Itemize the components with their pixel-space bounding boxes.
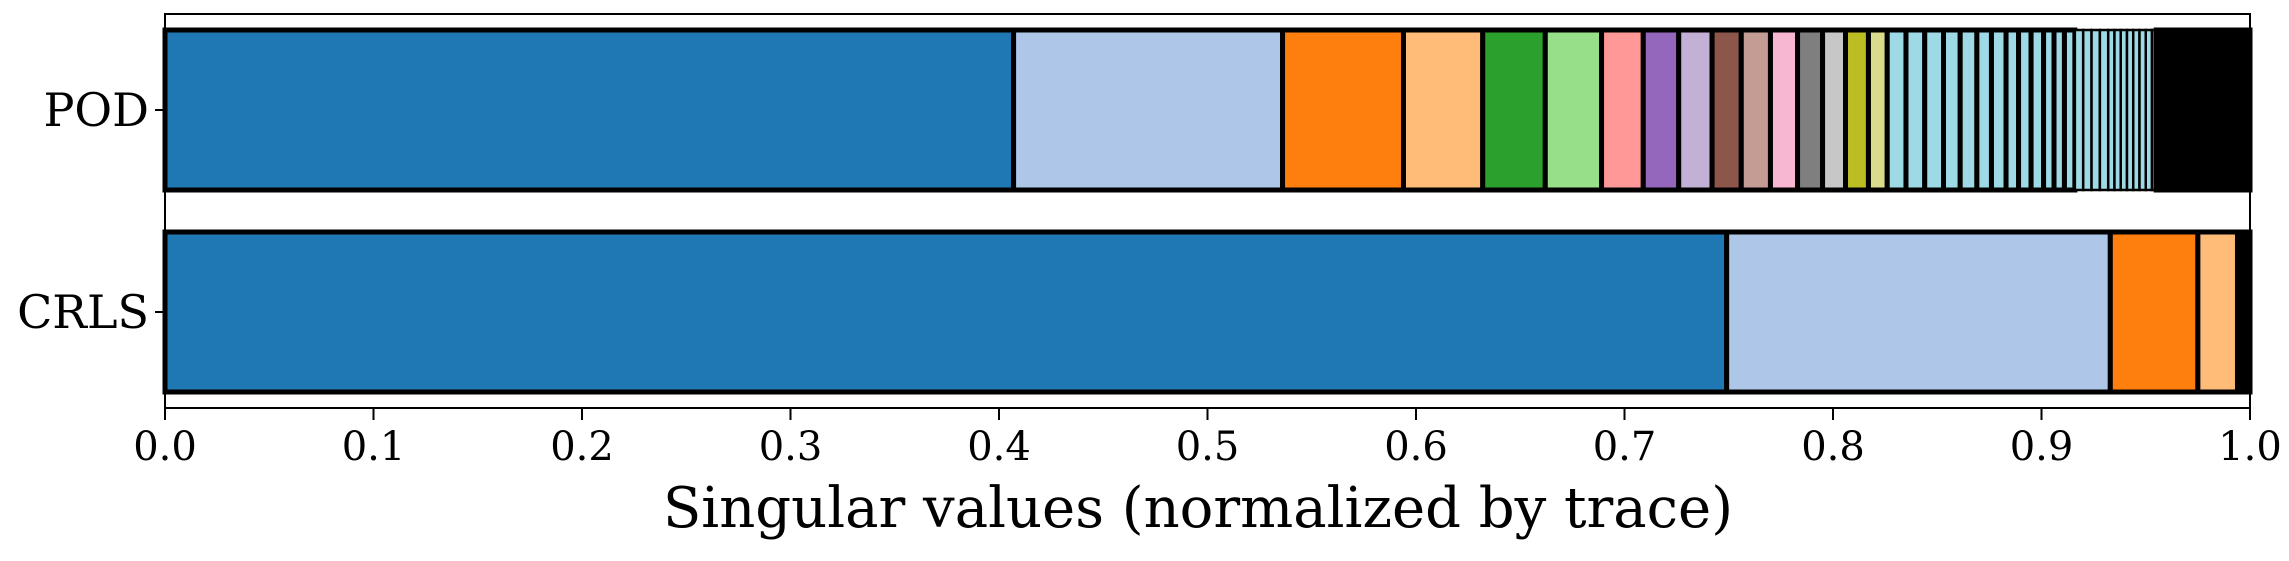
pod-segment-31 [2081, 28, 2093, 192]
pod-segment-32 [2090, 28, 2102, 192]
crls-segment-4 [2195, 229, 2240, 395]
pod-segment-7 [1599, 27, 1646, 193]
crls-segment-5 [2234, 229, 2253, 395]
x-axis-ticks: 0.0 0.1 0.2 0.3 0.4 0.5 0.6 0.7 0.8 0.9 1.0 [133, 408, 2282, 470]
y-axis-categories: POD CRLS [17, 83, 165, 339]
crls-segment-1 [162, 229, 1730, 395]
pod-segment-15 [1843, 27, 1871, 193]
category-label-crls: CRLS [17, 285, 149, 339]
pod-segment-8 [1640, 27, 1682, 193]
pod-segment-11 [1738, 27, 1773, 193]
pod-segment-20 [1941, 27, 1963, 193]
pod-segment-42 [2153, 27, 2253, 193]
crls-segment-2 [1724, 229, 2113, 395]
x-axis-label: Singular values (normalized by trace) [663, 476, 1733, 541]
pod-segment-21 [1957, 27, 1980, 193]
x-tick-label-7: 0.7 [1593, 424, 1657, 470]
pod-segment-30 [2073, 28, 2085, 192]
pod-segment-9 [1676, 27, 1715, 193]
x-tick-label-3: 0.3 [759, 424, 823, 470]
x-tick-label-9: 0.9 [2010, 424, 2074, 470]
pod-segment-14 [1820, 27, 1849, 193]
pod-segment-13 [1795, 27, 1826, 193]
bars-layer [162, 27, 2253, 395]
x-tick-label-5: 0.5 [1176, 424, 1240, 470]
pod-segment-12 [1767, 27, 1801, 193]
pod-segment-18 [1903, 27, 1928, 193]
x-tick-label-4: 0.4 [967, 424, 1031, 470]
pod-segment-1 [162, 27, 1017, 193]
x-tick-label-0: 0.0 [133, 424, 197, 470]
pod-segment-16 [1865, 27, 1890, 193]
x-tick-label-2: 0.2 [550, 424, 614, 470]
pod-segment-17 [1884, 27, 1909, 193]
pod-segment-33 [2098, 28, 2110, 192]
x-tick-label-6: 0.6 [1384, 424, 1448, 470]
x-tick-label-10: 1.0 [2218, 424, 2282, 470]
pod-segment-2 [1011, 27, 1286, 193]
crls-segment-3 [2107, 229, 2201, 395]
x-tick-label-1: 0.1 [342, 424, 406, 470]
pod-segment-5 [1480, 27, 1548, 193]
pod-segment-6 [1542, 27, 1605, 193]
pod-segment-19 [1922, 27, 1947, 193]
x-tick-label-8: 0.8 [1801, 424, 1865, 470]
pod-segment-29 [2061, 27, 2078, 193]
pod-segment-4 [1400, 27, 1486, 193]
pod-segment-3 [1280, 27, 1406, 193]
pod-segment-10 [1709, 27, 1744, 193]
category-label-pod: POD [43, 83, 149, 137]
